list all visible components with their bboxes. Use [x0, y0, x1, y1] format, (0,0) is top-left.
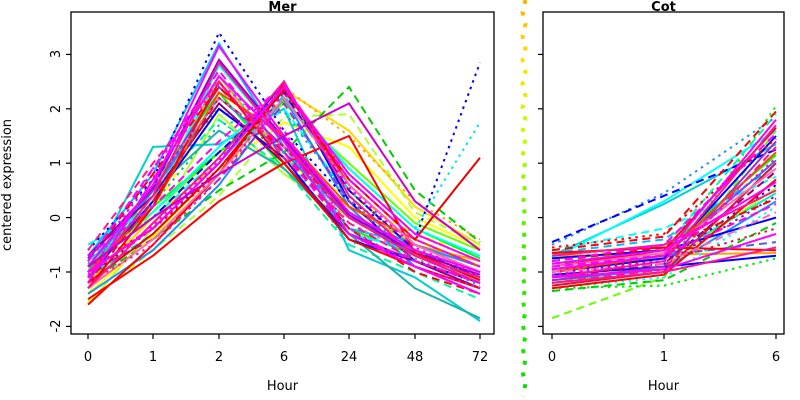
x-tick-label: 6	[771, 350, 781, 365]
series-line	[87, 79, 481, 290]
series-line	[551, 167, 777, 268]
series-line	[551, 181, 777, 265]
series-line	[551, 194, 777, 276]
series-line	[551, 116, 777, 246]
series-line	[551, 222, 777, 292]
series-line	[551, 246, 777, 284]
y-tick-label: -2	[49, 319, 64, 333]
cot-panel	[538, 11, 785, 339]
series-line	[551, 175, 777, 252]
mer-panel	[66, 11, 495, 339]
series-line	[551, 146, 777, 284]
series-line	[87, 69, 481, 284]
y-tick-label: 1	[49, 159, 64, 168]
series-line	[87, 107, 481, 322]
series-line	[87, 74, 481, 295]
x-tick-label: 72	[471, 350, 489, 365]
series-line	[551, 170, 777, 279]
series-line	[87, 85, 481, 273]
y-tick-label: 0	[49, 213, 64, 222]
x-tick-label: 2	[214, 350, 224, 365]
y-tick-label: 2	[49, 104, 64, 113]
series-line	[551, 157, 777, 276]
y-axis-title: centered expression	[0, 118, 15, 252]
panel-title-mer: Mer	[268, 0, 297, 15]
gradient-dashed-separator	[520, 0, 528, 397]
series-line	[551, 178, 777, 290]
series-line	[87, 96, 481, 290]
x-axis-title-cot: Hour	[647, 379, 680, 394]
series-line	[551, 119, 777, 271]
series-line	[87, 96, 481, 279]
mer-panel-border	[70, 11, 495, 335]
series-line	[87, 134, 481, 301]
series-line	[87, 82, 481, 290]
series-line	[551, 232, 777, 279]
series-line	[87, 82, 481, 268]
x-tick-label: 6	[279, 350, 289, 365]
series-line	[87, 85, 481, 295]
series-line	[87, 110, 481, 287]
x-tick-label: 0	[547, 350, 557, 365]
x-tick-label: 24	[340, 350, 358, 365]
series-line	[87, 102, 481, 268]
series-line	[551, 129, 777, 320]
panel-title-cot: Cot	[651, 0, 676, 15]
series-line	[87, 88, 481, 284]
y-tick-label: 3	[49, 50, 64, 59]
series-line	[551, 257, 777, 290]
x-tick-label: 1	[148, 350, 158, 365]
x-tick-label: 48	[406, 350, 424, 365]
y-tick-label: -1	[49, 265, 64, 279]
x-tick-label: 1	[659, 350, 669, 365]
series-line	[551, 189, 777, 257]
series-line	[551, 165, 777, 254]
x-tick-label: 0	[83, 350, 93, 365]
x-axis-title-mer: Hour	[266, 379, 299, 394]
series-line	[551, 110, 777, 252]
series-line	[551, 205, 777, 290]
series-line	[87, 96, 481, 284]
series-line	[87, 121, 481, 295]
